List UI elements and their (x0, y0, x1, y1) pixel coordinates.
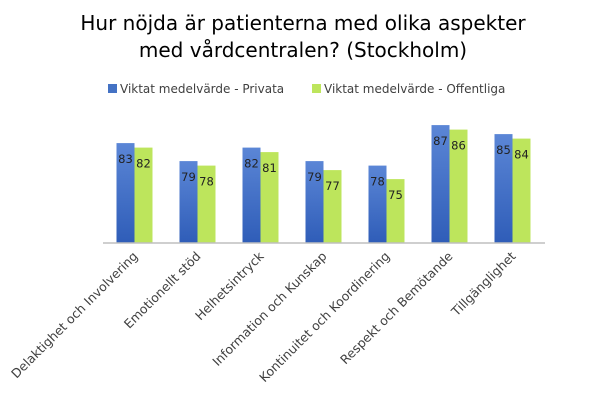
bar-offentliga-5 (449, 129, 468, 243)
bar-privata-0 (116, 143, 135, 243)
data-label-privata-1: 79 (181, 170, 196, 184)
category-label-0: Delaktighet och Involvering (8, 249, 141, 382)
data-label-offentliga-4: 75 (388, 188, 403, 202)
bar-privata-3 (305, 161, 324, 243)
bar-offentliga-2 (260, 152, 279, 243)
bar-privata-1 (179, 161, 198, 243)
data-label-privata-4: 78 (370, 175, 385, 189)
data-label-privata-0: 83 (118, 152, 133, 166)
bar-offentliga-3 (323, 170, 342, 243)
data-label-privata-3: 79 (307, 170, 322, 184)
category-label-6: Tillgänglighet (448, 248, 519, 319)
data-label-offentliga-2: 81 (262, 161, 277, 175)
data-label-privata-5: 87 (433, 134, 448, 148)
bar-offentliga-6 (512, 138, 531, 243)
bar-privata-6 (494, 134, 513, 243)
bar-offentliga-1 (197, 165, 216, 243)
bar-offentliga-4 (386, 179, 405, 243)
bar-privata-5 (431, 125, 450, 243)
data-label-privata-2: 82 (244, 157, 259, 171)
data-label-offentliga-3: 77 (325, 179, 340, 193)
category-label-5: Respekt och Bemötande (337, 248, 456, 367)
chart-title-line-1: Hur nöjda är patienterna med olika aspek… (80, 11, 526, 35)
data-label-offentliga-0: 82 (136, 157, 151, 171)
chart-title-line-2: med vårdcentralen? (Stockholm) (139, 38, 467, 62)
legend-swatch-offentliga (312, 84, 321, 93)
legend-label-privata: Viktat medelvärde - Privata (120, 82, 284, 96)
data-label-privata-6: 85 (496, 143, 511, 157)
category-label-3: Information och Kunskap (209, 248, 329, 368)
category-label-4: Kontinuitet och Koordinering (256, 249, 392, 385)
legend: Viktat medelvärde - Privata Viktat medel… (108, 82, 505, 96)
legend-swatch-privata (108, 84, 117, 93)
bar-privata-2 (242, 147, 261, 243)
bar-offentliga-0 (134, 147, 153, 243)
legend-label-offentliga: Viktat medelvärde - Offentliga (324, 82, 505, 96)
data-label-offentliga-5: 86 (451, 139, 466, 153)
data-label-offentliga-6: 84 (514, 148, 529, 162)
bar-privata-4 (368, 165, 387, 243)
data-label-offentliga-1: 78 (199, 175, 214, 189)
